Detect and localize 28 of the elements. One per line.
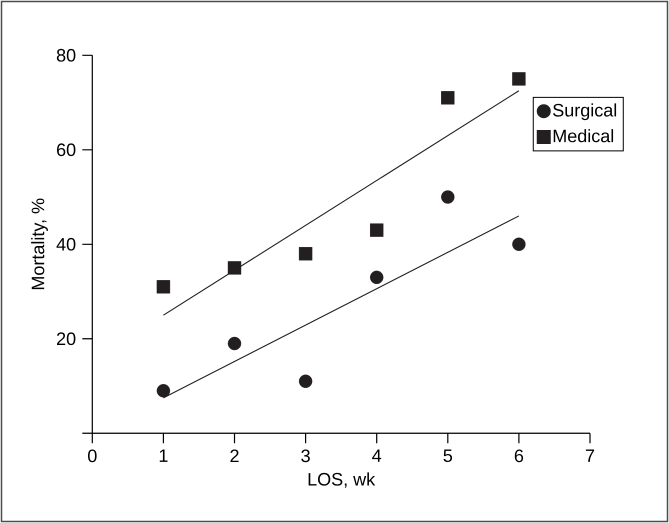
y-tick-label: 40: [56, 238, 76, 251]
legend-label: Medical: [554, 129, 614, 142]
point: [441, 190, 455, 204]
x-tick-label: 0: [88, 449, 97, 462]
legend-label: Surgical: [553, 103, 616, 120]
y-tick-label: 80: [56, 48, 76, 62]
x-axis-title: LOS, wk: [308, 472, 376, 488]
point: [156, 280, 170, 294]
y-tick-label: 60: [57, 143, 76, 156]
x-tick-label: 2: [230, 449, 239, 462]
y-tick-label: 20: [56, 332, 76, 346]
point: [228, 261, 242, 275]
x-tick-label: 4: [372, 449, 382, 462]
point: [298, 247, 312, 260]
y-axis-title: Mortality, %: [31, 198, 48, 290]
point: [370, 223, 384, 237]
point: [156, 384, 170, 398]
point: [370, 270, 384, 284]
x-tick-label: 7: [586, 449, 594, 462]
x-tick-label: 5: [444, 449, 452, 462]
x-tick-label: 1: [160, 449, 168, 462]
point: [512, 238, 526, 251]
point: [441, 91, 455, 105]
x-tick-label: 6: [514, 449, 524, 462]
point: [298, 374, 312, 388]
point: [512, 72, 526, 86]
x-tick-label: 3: [301, 449, 310, 462]
point: [228, 336, 242, 350]
